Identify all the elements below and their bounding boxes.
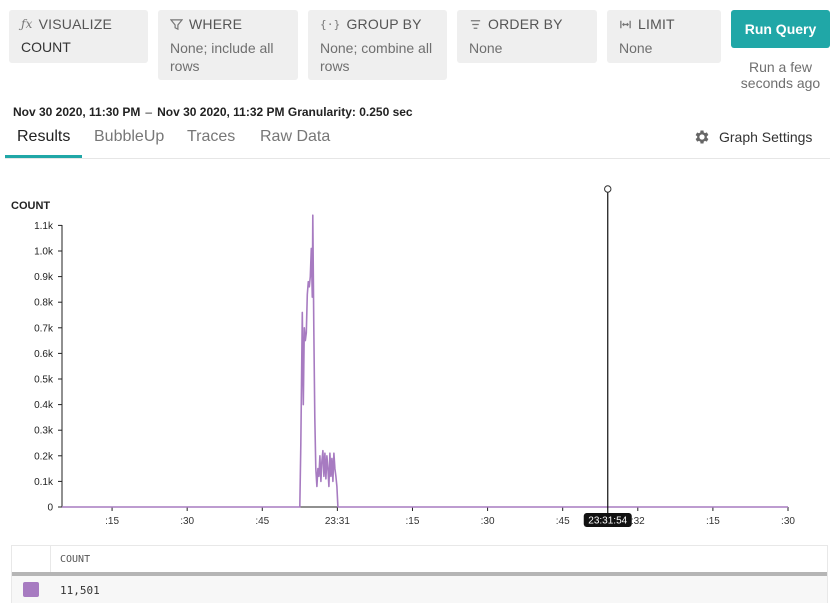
count-value: 11,501	[60, 584, 100, 597]
x-axis: :15 :30 :45 23:31 :15 :30 :45 :32 :15 :30	[62, 506, 795, 527]
function-icon: ƒx	[21, 17, 33, 31]
group-by-value: None; combine all rows	[320, 40, 433, 74]
limit-label: LIMIT	[638, 16, 675, 32]
x-tick-label: :15	[105, 516, 119, 527]
time-cursor[interactable]: 23:31:54	[583, 185, 632, 527]
result-tabs: Results BubbleUp Traces Raw Data	[5, 124, 830, 159]
y-tick-label: 1.0k	[34, 247, 54, 258]
table-header: COUNT	[12, 546, 827, 576]
cursor-label-bg	[583, 513, 632, 527]
y-tick-label: 0.3k	[34, 426, 54, 437]
group-by-label: GROUP BY	[346, 16, 422, 32]
where-value: None; include all rows	[170, 40, 274, 74]
filter-icon	[170, 18, 183, 30]
sort-icon	[470, 19, 481, 29]
series-line	[62, 214, 788, 508]
y-tick-label: 0.2k	[34, 451, 54, 462]
range-start: Nov 30 2020, 11:30 PM	[13, 105, 141, 119]
graph-settings-label: Graph Settings	[719, 129, 813, 145]
visualize-value: COUNT	[21, 39, 71, 55]
series-color-swatch[interactable]	[23, 582, 39, 597]
column-separator	[50, 546, 51, 572]
results-table: COUNT 11,501	[11, 545, 828, 603]
y-tick-label: 1.1k	[34, 221, 54, 232]
order-by-header: ORDER BY	[469, 16, 587, 32]
y-tick-label: 0.6k	[34, 349, 54, 360]
series-layer	[62, 214, 788, 508]
visualize-clause[interactable]: ƒx VISUALIZE COUNT	[9, 10, 148, 63]
granularity: Granularity: 0.250 sec	[287, 105, 413, 119]
where-header: WHERE	[170, 16, 288, 32]
limit-value: None	[619, 40, 653, 56]
limit-header: LIMIT	[619, 16, 711, 32]
x-tick-label: 23:31	[325, 516, 350, 527]
visualize-label: VISUALIZE	[38, 16, 112, 32]
x-tick-label: :45	[255, 516, 269, 527]
y-tick-label: 0.8k	[34, 298, 54, 309]
order-by-value: None	[469, 40, 503, 56]
active-tab-indicator	[5, 155, 82, 158]
range-dash: –	[145, 105, 153, 119]
visualize-header: ƒx VISUALIZE	[21, 16, 138, 32]
gear-icon	[695, 130, 709, 144]
graph-settings-button[interactable]: Graph Settings	[693, 128, 812, 146]
y-tick-label: 0.7k	[34, 323, 54, 334]
y-tick-label: 0.4k	[34, 400, 54, 411]
group-by-clause[interactable]: {·} GROUP BY None; combine all rows	[308, 10, 447, 80]
limit-icon	[620, 20, 631, 28]
x-tick-label: :30	[180, 516, 194, 527]
order-by-clause[interactable]: ORDER BY None	[457, 10, 597, 63]
time-range: Nov 30 2020, 11:30 PM – Nov 30 2020, 11:32…	[13, 105, 413, 119]
range-end: Nov 30 2020, 11:32 PM	[157, 105, 285, 119]
where-clause[interactable]: WHERE None; include all rows	[158, 10, 298, 80]
y-tick-label: 0.9k	[34, 272, 54, 283]
order-by-label: ORDER BY	[488, 16, 563, 32]
y-axis: 0 0.1k 0.2k 0.3k 0.4k 0.5k 0.6k 0.7k 0.8k 0.9k 1.0…	[34, 221, 63, 514]
tab-raw-data[interactable]: Raw Data	[260, 128, 331, 145]
x-tick-label: :15	[706, 516, 720, 527]
reset-icon	[604, 185, 612, 193]
x-tick-label: :30	[781, 516, 795, 527]
column-header-count[interactable]: COUNT	[60, 554, 91, 565]
run-status: Run a few seconds ago	[740, 59, 821, 91]
x-tick-label: :45	[556, 516, 570, 527]
count-chart[interactable]: COUNT 00.1k0.2k0.3k0.4k0.5k0.6k0.7k0.8k0…	[0, 170, 830, 535]
where-label: WHERE	[189, 16, 243, 32]
table-row[interactable]: 11,501	[12, 576, 827, 603]
tab-results[interactable]: Results	[17, 128, 71, 145]
braces-icon: {·}	[320, 17, 341, 31]
y-tick-label: 0.5k	[34, 375, 54, 386]
y-axis-label: COUNT	[11, 200, 50, 212]
run-query-button[interactable]: Run Query	[731, 10, 830, 48]
tab-traces[interactable]: Traces	[187, 128, 236, 145]
x-tick-label: :32	[631, 516, 645, 527]
y-tick-label: 0	[47, 503, 53, 514]
cursor-time-label: 23:31:54	[588, 516, 627, 527]
x-tick-label: :15	[406, 516, 420, 527]
y-tick-label: 0.1k	[34, 477, 54, 488]
x-tick-label: :30	[481, 516, 495, 527]
group-by-header: {·} GROUP BY	[320, 16, 437, 32]
limit-clause[interactable]: LIMIT None	[607, 10, 721, 63]
tab-bubbleup[interactable]: BubbleUp	[94, 128, 165, 145]
